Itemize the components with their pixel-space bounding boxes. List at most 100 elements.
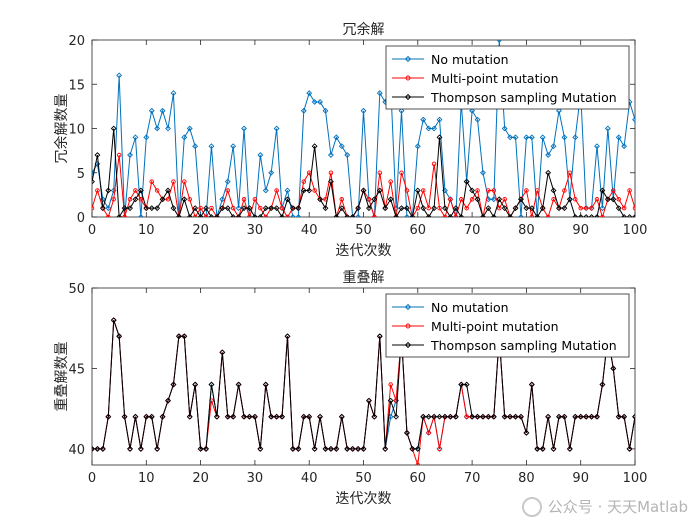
data-point bbox=[490, 214, 497, 217]
data-point bbox=[616, 197, 621, 202]
data-point bbox=[208, 381, 215, 388]
data-point bbox=[224, 205, 231, 212]
legend: No mutation Multi-point mutation Thompson … bbox=[385, 45, 630, 110]
data-point bbox=[447, 413, 454, 420]
data-point bbox=[317, 413, 323, 420]
chart-1: 冗余解 0 10 20 30 40 50 60 70 80 90 100 0 5 10 15 20 迭代次数 冗余解… bbox=[53, 21, 647, 259]
data-point bbox=[611, 188, 616, 193]
data-point bbox=[94, 445, 101, 452]
data-point bbox=[274, 188, 279, 193]
data-point bbox=[213, 413, 220, 420]
data-point bbox=[230, 214, 237, 217]
data-point bbox=[148, 205, 155, 212]
data-point bbox=[523, 134, 530, 141]
data-point bbox=[192, 205, 199, 212]
data-point bbox=[327, 152, 334, 158]
data-point bbox=[268, 413, 275, 420]
data-point bbox=[398, 205, 405, 212]
data-point bbox=[583, 214, 590, 217]
data-point bbox=[632, 205, 635, 211]
data-point bbox=[349, 445, 356, 452]
data-point bbox=[219, 196, 226, 203]
data-point bbox=[474, 196, 481, 203]
x-tick-label: 90 bbox=[572, 471, 589, 486]
data-point bbox=[528, 205, 535, 212]
data-point bbox=[344, 152, 351, 158]
data-point bbox=[360, 107, 367, 114]
data-point bbox=[431, 125, 438, 132]
data-point bbox=[502, 197, 507, 202]
data-point bbox=[137, 187, 144, 194]
data-point bbox=[121, 413, 128, 420]
data-point bbox=[279, 413, 285, 420]
data-point bbox=[551, 197, 556, 202]
data-point bbox=[154, 188, 160, 193]
y-tick-label: 40 bbox=[68, 443, 85, 458]
data-point bbox=[127, 197, 133, 202]
data-point bbox=[300, 107, 307, 114]
data-point bbox=[615, 134, 622, 141]
data-point bbox=[638, 197, 643, 202]
data-point bbox=[475, 188, 480, 193]
data-point bbox=[170, 381, 177, 388]
data-point bbox=[420, 205, 427, 212]
data-point bbox=[219, 205, 226, 212]
data-point bbox=[328, 170, 334, 175]
data-point bbox=[512, 413, 519, 420]
data-point bbox=[137, 214, 144, 217]
data-point bbox=[497, 205, 502, 211]
data-point bbox=[322, 205, 329, 212]
data-point bbox=[327, 178, 334, 185]
data-point bbox=[567, 170, 573, 175]
x-tick-label: 30 bbox=[247, 471, 264, 486]
legend-label: Thompson sampling Mutation bbox=[430, 338, 617, 353]
x-tick-label: 10 bbox=[138, 471, 155, 486]
data-point bbox=[388, 179, 393, 184]
x-axis-label: 迭代次数 bbox=[336, 491, 392, 507]
data-point bbox=[566, 196, 573, 203]
data-point bbox=[426, 205, 431, 211]
data-point bbox=[523, 205, 530, 212]
data-point bbox=[121, 205, 128, 212]
data-point bbox=[235, 214, 242, 217]
data-point bbox=[301, 179, 307, 184]
data-point bbox=[409, 445, 416, 452]
data-point bbox=[257, 152, 264, 158]
data-point bbox=[458, 381, 465, 388]
data-point bbox=[187, 197, 192, 202]
data-point bbox=[621, 413, 628, 420]
data-point bbox=[327, 445, 334, 452]
data-point bbox=[507, 134, 514, 141]
data-point bbox=[311, 143, 318, 150]
data-point bbox=[106, 214, 111, 217]
data-point bbox=[149, 179, 154, 184]
data-point bbox=[573, 197, 578, 202]
data-point bbox=[230, 413, 237, 420]
data-point bbox=[289, 214, 296, 217]
data-point bbox=[572, 214, 579, 217]
data-point bbox=[262, 205, 269, 212]
data-point bbox=[132, 134, 139, 141]
data-point bbox=[550, 445, 557, 452]
data-point bbox=[186, 413, 193, 420]
data-point bbox=[116, 214, 123, 217]
data-point bbox=[273, 205, 280, 212]
data-point bbox=[203, 445, 209, 452]
data-point bbox=[92, 178, 95, 185]
data-point bbox=[485, 413, 492, 420]
data-point bbox=[127, 445, 133, 452]
data-point bbox=[431, 205, 438, 212]
x-tick-label: 0 bbox=[88, 223, 96, 238]
data-point bbox=[583, 413, 590, 420]
data-point bbox=[246, 205, 253, 212]
data-point bbox=[154, 445, 161, 452]
data-point bbox=[626, 445, 633, 452]
data-point bbox=[420, 413, 427, 420]
data-point bbox=[235, 205, 242, 212]
data-point bbox=[594, 197, 600, 202]
data-point bbox=[247, 214, 252, 217]
data-point bbox=[360, 445, 367, 452]
x-tick-label: 100 bbox=[623, 223, 648, 238]
data-point bbox=[209, 205, 214, 211]
data-point bbox=[137, 445, 144, 452]
